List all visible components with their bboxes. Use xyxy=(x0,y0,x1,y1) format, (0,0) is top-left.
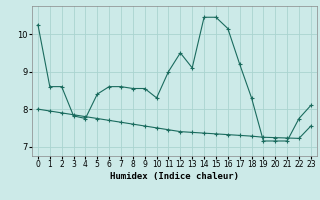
X-axis label: Humidex (Indice chaleur): Humidex (Indice chaleur) xyxy=(110,172,239,181)
